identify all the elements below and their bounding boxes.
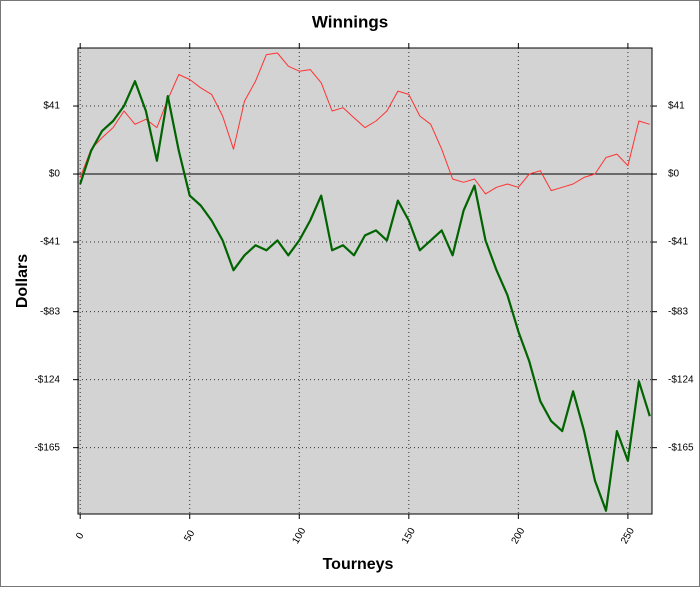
series-line	[79, 52, 650, 195]
x-tick-label: 0	[74, 531, 87, 542]
y-tick-label-right: $41	[668, 101, 685, 112]
y-tick-label-right: -$83	[668, 306, 688, 317]
x-tick-label: 100	[290, 526, 308, 546]
x-axis-label: Tourneys	[323, 556, 394, 573]
chart-title: Winnings	[312, 12, 388, 31]
x-tick-label: 50	[182, 528, 197, 544]
x-tick-label: 250	[619, 526, 637, 546]
y-tick-label: $41	[43, 101, 60, 112]
x-tick-label: 200	[510, 526, 528, 546]
y-axis-label: Dollars	[14, 254, 31, 308]
series-line	[79, 80, 651, 512]
y-tick-label-right: -$41	[668, 237, 688, 248]
y-tick-label: -$83	[40, 306, 60, 317]
y-tick-label-right: -$165	[668, 442, 694, 453]
y-tick-label-right: -$124	[668, 374, 694, 385]
x-tick-label: 150	[400, 526, 418, 546]
y-tick-label: $0	[49, 169, 61, 180]
y-tick-label-right: $0	[668, 169, 680, 180]
y-tick-label: -$165	[34, 442, 60, 453]
y-tick-label: -$41	[40, 237, 60, 248]
plot-frame	[77, 47, 653, 515]
y-tick-label: -$124	[34, 374, 60, 385]
